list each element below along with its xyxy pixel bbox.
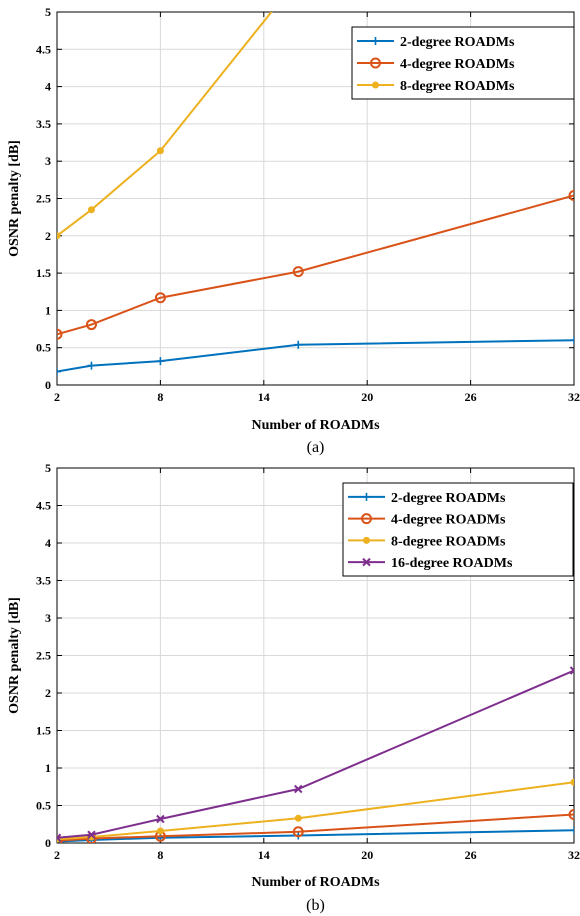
y-tick-label: 1.5	[36, 724, 51, 738]
legend-marker	[372, 81, 379, 89]
data-point	[294, 340, 303, 349]
figure-caption: (b)	[306, 897, 325, 914]
y-tick-label: 4.5	[36, 42, 51, 56]
x-tick-label: 8	[157, 848, 163, 862]
y-tick-label: 4.5	[36, 499, 51, 513]
x-tick-label: 2	[54, 390, 60, 404]
data-point	[57, 367, 61, 376]
data-point	[57, 328, 63, 340]
legend-marker	[370, 57, 381, 69]
legend-label: 2-degree ROADMs	[400, 35, 515, 50]
data-point	[294, 784, 303, 794]
data-point	[57, 835, 63, 843]
series-line	[57, 12, 273, 237]
series-line	[57, 194, 574, 336]
legend-marker	[371, 37, 380, 45]
y-tick-label: 0.5	[36, 341, 51, 355]
data-point	[569, 666, 574, 675]
data-point	[292, 826, 304, 838]
x-tick-label: 32	[568, 390, 580, 404]
legend-marker	[363, 536, 370, 544]
y-tick-label: 3	[45, 611, 51, 625]
data-point	[154, 292, 166, 304]
y-tick-label: 2.5	[36, 192, 51, 206]
legend-label: 2-degree ROADMs	[391, 491, 506, 506]
y-tick-label: 2	[45, 229, 51, 243]
data-point	[156, 357, 165, 366]
series-group	[57, 12, 574, 376]
legend-label: 8-degree ROADMs	[400, 79, 515, 94]
y-axis-label: OSNR penalty [dB]	[7, 140, 22, 257]
legend-marker	[362, 492, 371, 501]
y-tick-label: 1	[45, 303, 51, 317]
legend-marker	[361, 513, 372, 525]
data-point	[568, 190, 574, 202]
series-line	[57, 813, 574, 842]
data-point	[156, 814, 165, 824]
x-tick-label: 14	[258, 390, 270, 404]
y-tick-label: 2	[45, 686, 51, 700]
legend: 2-degree ROADMs 4-degree ROADMs 8-degree R…	[342, 482, 574, 577]
x-tick-label: 2	[54, 848, 60, 862]
chart-panel-a: 2 8 14 20 26 32 0 0.5 1 1.5 2 2.5 3 3.5 4 4.5 5 Number of…	[7, 5, 580, 456]
data-point	[87, 361, 96, 370]
legend-marker	[362, 557, 371, 567]
y-tick-label: 3.5	[36, 574, 51, 588]
data-point	[87, 830, 96, 839]
legend-label: 4-degree ROADMs	[391, 513, 506, 528]
x-tick-label: 8	[157, 390, 163, 404]
data-point	[292, 266, 304, 278]
y-tick-label: 0	[45, 836, 51, 850]
figure-caption: (a)	[307, 439, 325, 456]
data-point	[568, 809, 574, 820]
series-line	[57, 829, 574, 843]
y-tick-label: 3.5	[36, 117, 51, 131]
x-axis-label: Number of ROADMs	[251, 875, 380, 890]
data-point	[85, 319, 97, 331]
y-tick-label: 0.5	[36, 799, 51, 813]
data-point	[156, 827, 164, 835]
x-tick-label: 26	[465, 390, 477, 404]
x-axis-label: Number of ROADMs	[251, 418, 380, 433]
y-tick-label: 1	[45, 761, 51, 775]
data-point	[156, 147, 164, 155]
series-line	[57, 669, 574, 839]
y-tick-label: 2.5	[36, 649, 51, 663]
series-group	[57, 666, 574, 843]
y-tick-label: 1.5	[36, 266, 51, 280]
y-axis-label: OSNR penalty [dB]	[7, 597, 22, 714]
y-tick-label: 3	[45, 154, 51, 168]
legend-label: 8-degree ROADMs	[391, 534, 506, 549]
x-tick-label: 20	[361, 390, 373, 404]
data-point	[570, 336, 574, 345]
y-tick-label: 5	[45, 461, 51, 475]
legend-label: 16-degree ROADMs	[391, 556, 513, 571]
y-tick-label: 4	[45, 80, 51, 94]
data-point	[87, 206, 95, 214]
x-tick-label: 14	[258, 848, 270, 862]
data-point	[57, 833, 62, 842]
chart-panel-b: 2 8 14 20 26 32 0 0.5 1 1.5 2 2.5 3 3.5 4 4.5 5 Number of…	[7, 461, 580, 914]
legend: 2-degree ROADMs 4-degree ROADMs 8-degree R…	[351, 26, 575, 100]
y-tick-label: 0	[45, 378, 51, 392]
series-line	[57, 339, 574, 373]
data-point	[294, 814, 302, 822]
x-tick-label: 32	[568, 848, 580, 862]
data-point	[570, 778, 574, 786]
data-point	[570, 826, 574, 835]
y-tick-label: 5	[45, 5, 51, 19]
y-tick-label: 4	[45, 536, 51, 550]
legend-box	[342, 482, 574, 577]
data-point	[57, 232, 61, 240]
legend-label: 4-degree ROADMs	[400, 57, 515, 72]
x-tick-label: 26	[465, 848, 477, 862]
x-tick-label: 20	[361, 848, 373, 862]
